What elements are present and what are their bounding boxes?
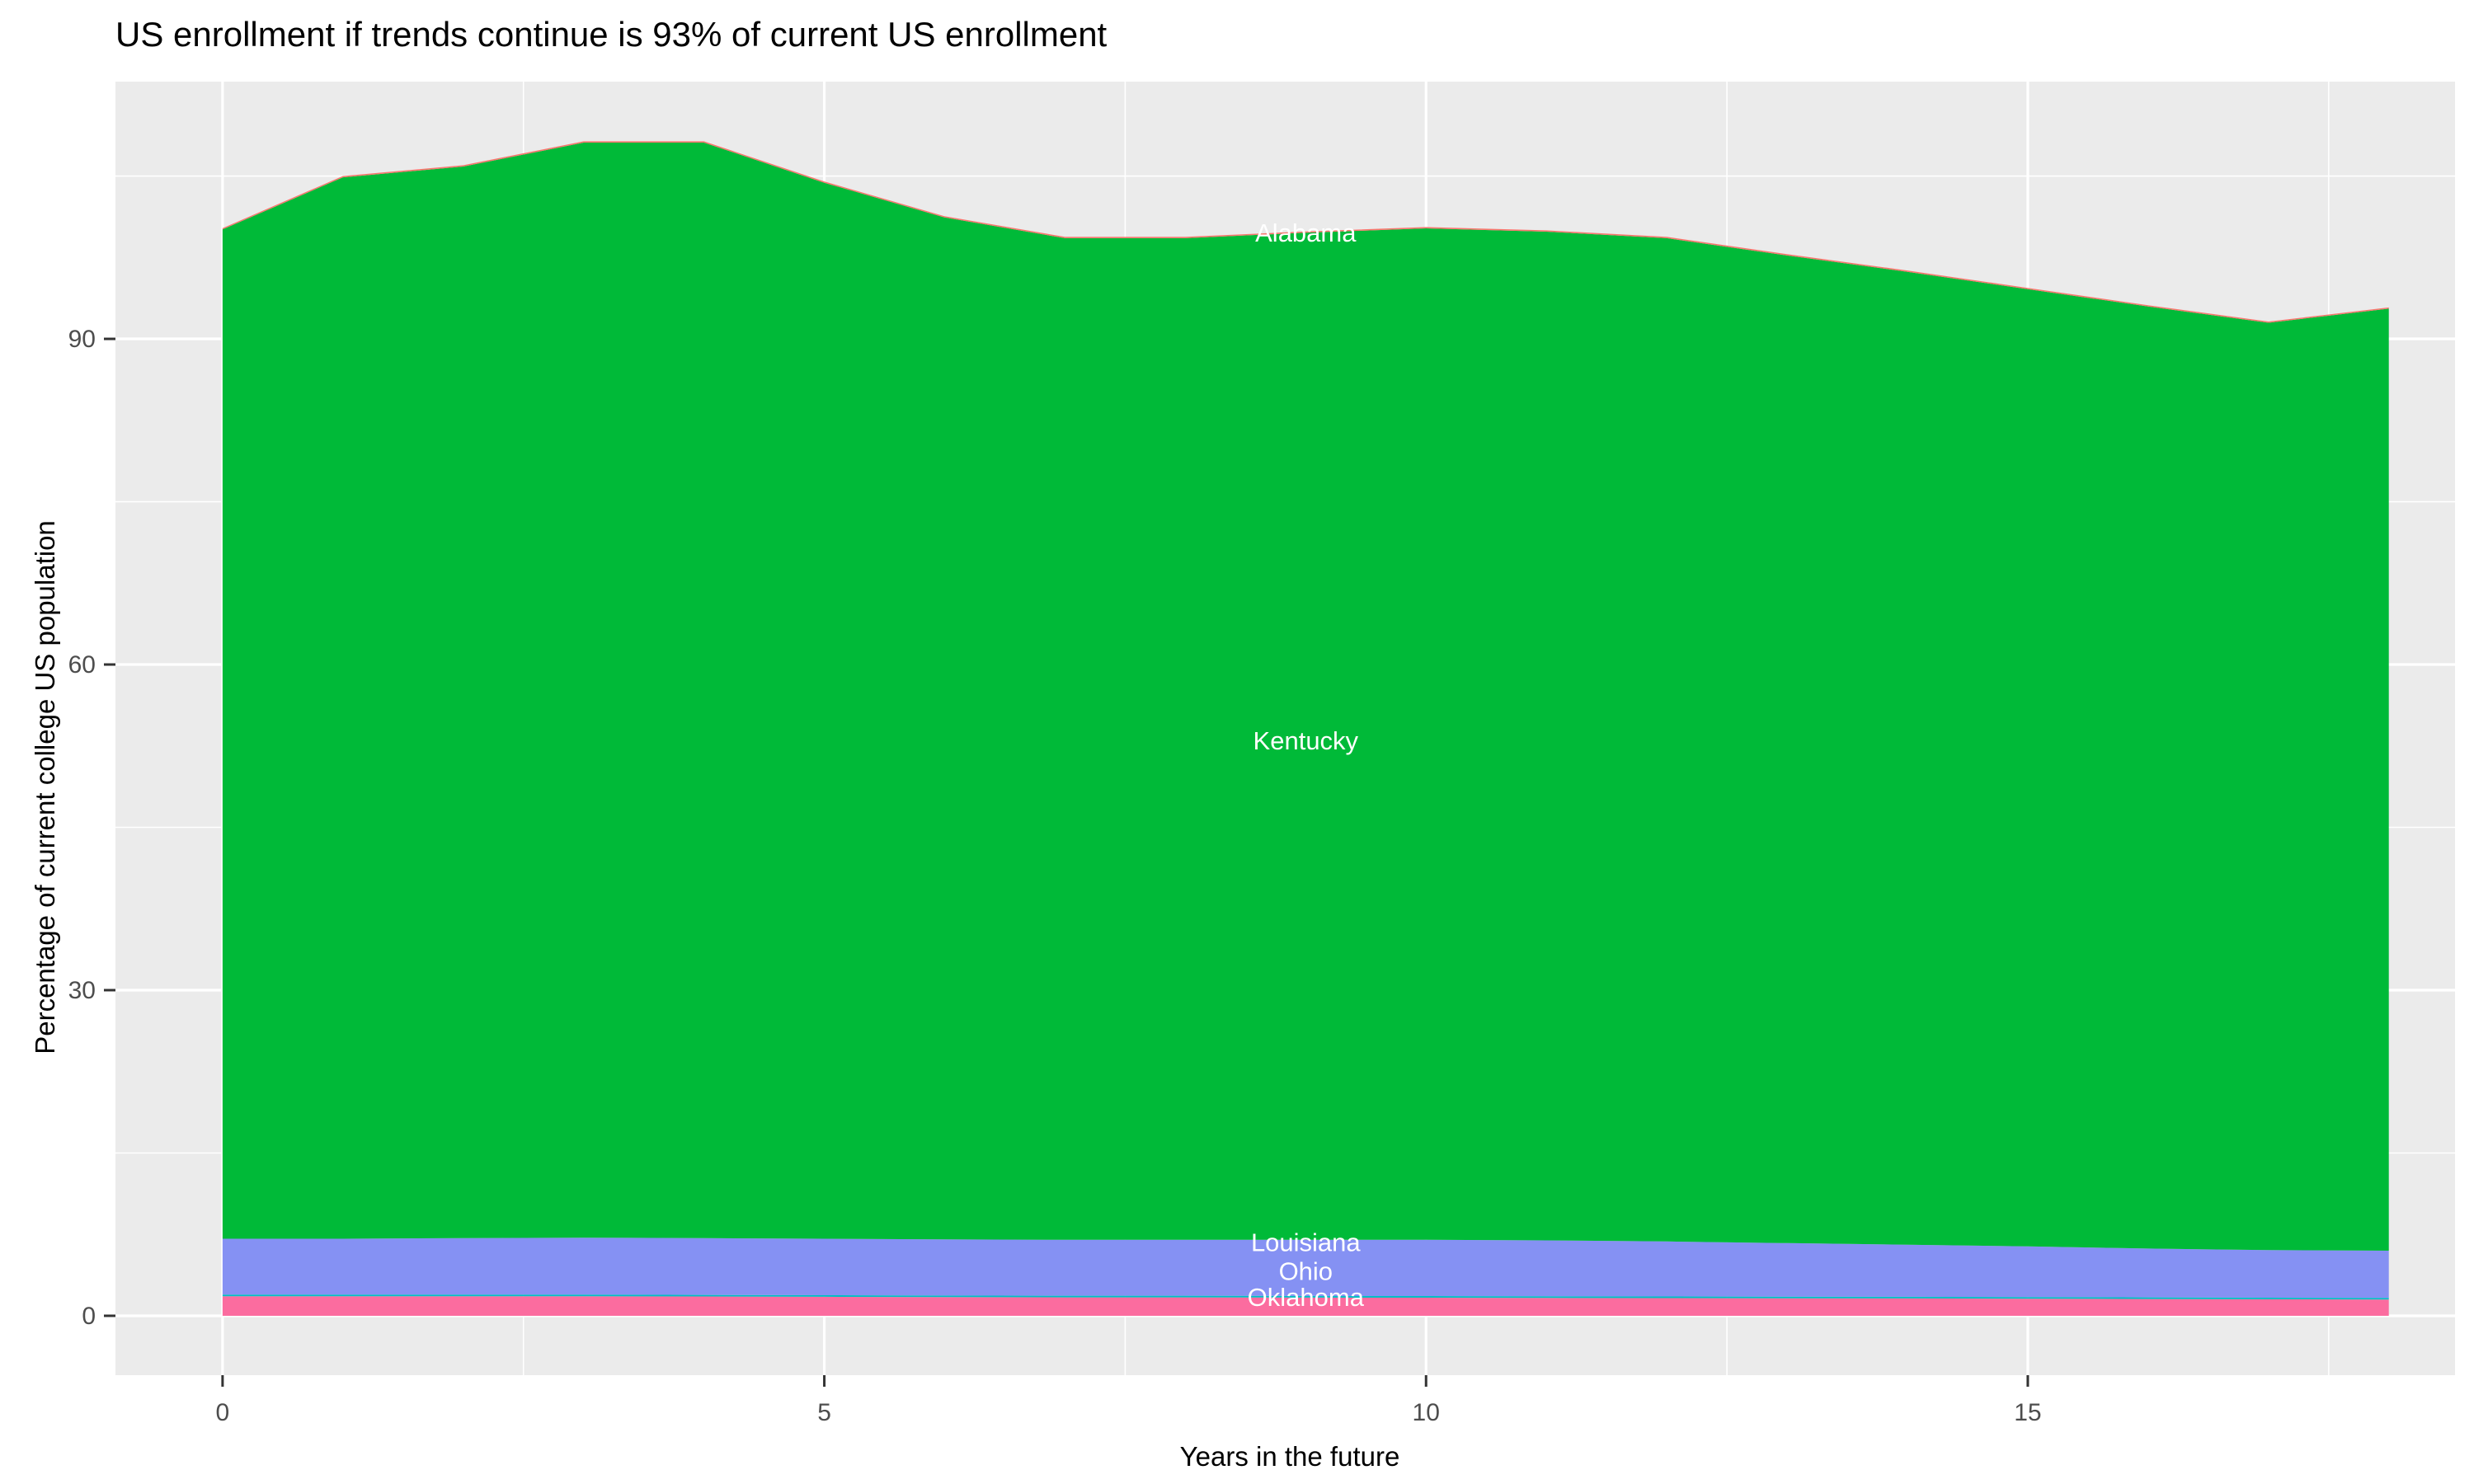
area-oklahoma: [222, 1296, 2389, 1316]
annotation-alabama: Alabama: [1255, 218, 1357, 247]
area-kentucky: [222, 143, 2389, 1251]
y-axis-title: Percentage of current college US populat…: [30, 520, 60, 1054]
x-tick-label: 0: [216, 1399, 230, 1426]
y-tick-label: 90: [68, 326, 96, 353]
annotation-oklahoma: Oklahoma: [1248, 1283, 1365, 1312]
area-ohio: [222, 1294, 2389, 1300]
area-alabama: [222, 141, 2389, 323]
y-tick-label: 0: [82, 1303, 96, 1330]
annotation-ohio: Ohio: [1279, 1256, 1333, 1285]
annotation-kentucky: Kentucky: [1253, 726, 1359, 755]
y-tick-label: 60: [68, 651, 96, 679]
y-tick-label: 30: [68, 977, 96, 1004]
x-axis-title: Years in the future: [1179, 1441, 1400, 1472]
area-louisiana: [222, 1237, 2389, 1298]
chart-title: US enrollment if trends continue is 93% …: [115, 15, 1108, 54]
annotation-louisiana: Louisiana: [1251, 1228, 1361, 1256]
x-tick-label: 10: [1413, 1399, 1440, 1426]
x-tick-label: 5: [817, 1399, 831, 1426]
x-tick-label: 15: [2014, 1399, 2041, 1426]
